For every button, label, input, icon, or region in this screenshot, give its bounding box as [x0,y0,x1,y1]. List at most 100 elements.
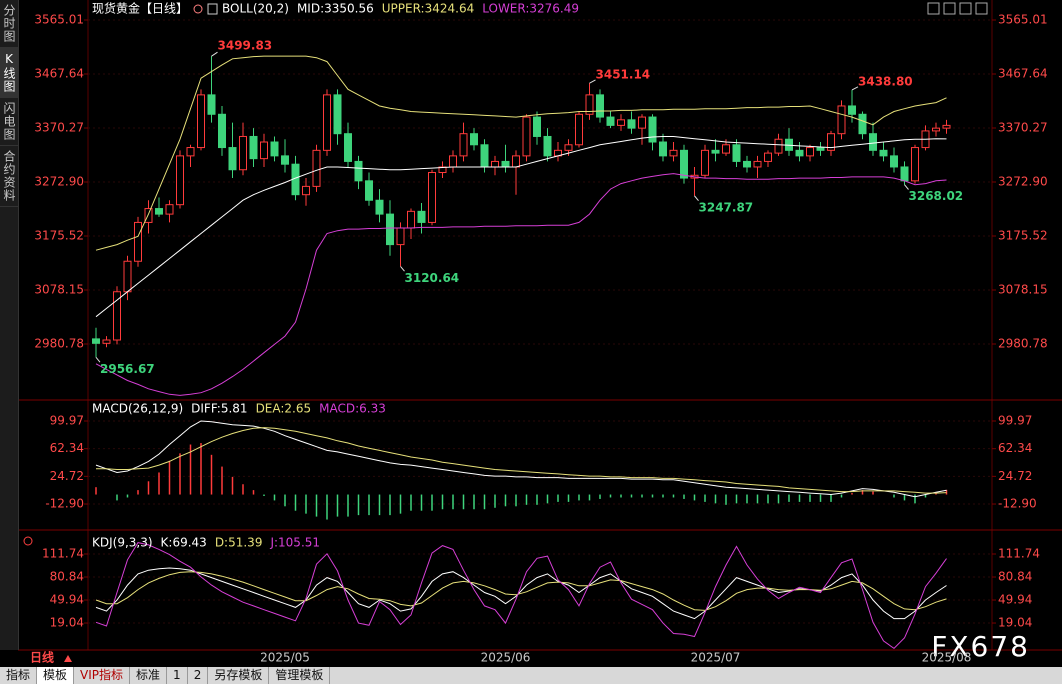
candle-body [942,124,951,129]
candle-body [186,147,195,157]
candle-body [302,185,310,196]
legend-entry: DIFF:5.81 [191,402,247,416]
sidebar-tab[interactable]: 分时图 [0,0,18,48]
indicator-name: BOLL(20,2) [222,2,289,16]
tab-bar: 指标 模板 VIP指标 标准 1 2 另存模板 管理模板 [0,667,1062,684]
candle-body [774,138,783,154]
y-tick-label: 99.97 [998,414,1032,428]
candle-body [858,113,867,135]
settings-icon[interactable] [23,536,33,546]
tab[interactable]: 1 [167,667,188,684]
candle-body [522,116,531,157]
candle-body [627,119,636,129]
tab[interactable]: 管理模板 [269,667,331,684]
series-line [95,136,947,318]
candle-body [743,160,751,168]
y-tick-label: 3370.27 [998,120,1048,134]
candle-body [449,155,457,168]
tab[interactable]: 2 [188,667,209,684]
annotation: 3268.02 [909,189,964,203]
tab[interactable]: 模板 [37,667,75,684]
y-tick-label: 62.34 [998,441,1032,455]
candle-body [827,133,835,151]
candle-body [207,94,216,115]
icon[interactable] [927,2,940,15]
candle-body [123,260,132,293]
legend-entry: J:105.51 [269,536,320,550]
background [0,0,1062,666]
y-tick-label: 3272.90 [34,174,84,188]
candle-body [365,180,373,201]
sidebar-tab[interactable]: 闪电图 [0,98,18,146]
annotation-leader [851,86,859,91]
y-tick-label: 19.04 [50,616,84,630]
candle-body [501,160,510,168]
icon[interactable] [975,2,988,15]
candle-body [575,113,583,146]
annotation: 2956.67 [100,362,155,376]
sidebar-tab[interactable]: 合约资料 [0,146,18,207]
candle-body [417,210,426,223]
period-arrow[interactable] [64,655,72,662]
indicator-icon [207,3,218,15]
icon[interactable] [959,2,972,15]
annotation-leader [95,357,101,363]
candle-body [312,149,321,187]
candles [92,56,951,358]
y-tick-label: 111.74 [998,547,1040,561]
legend-entry: K:69.43 [161,536,207,550]
candle-body [155,208,163,215]
candle-body [386,213,394,246]
sidebar-tab[interactable]: K线图 [0,48,18,98]
candle-body [638,116,646,129]
annotation: 3451.14 [596,68,651,82]
candle-body [848,105,856,115]
annotation: 3120.64 [405,271,460,285]
candle-body [543,135,552,157]
x-tick-label: 2025/06 [481,651,531,665]
candle-body [701,149,709,176]
y-tick-label: 24.72 [50,469,84,483]
legend-entry: MID:3350.56 [297,2,374,16]
period-label[interactable]: 日线 [30,650,54,665]
tab[interactable]: 标准 [130,667,168,684]
candle-body [249,135,258,160]
y-tick-label: 3565.01 [34,13,84,27]
y-tick-label: 3467.64 [34,66,84,80]
annotation: 3499.83 [218,39,273,53]
candle-body [722,144,730,154]
y-tick-label: 3175.52 [34,228,84,242]
y-tick-label: -12.90 [998,497,1037,511]
series-line [95,173,947,396]
candle-body [900,166,909,182]
y-tick-label: 49.94 [50,593,84,607]
candle-body [218,113,226,149]
toolbar-icons[interactable] [927,2,988,15]
candle-body [795,149,804,157]
candle-body [239,135,247,171]
tab[interactable]: 另存模板 [208,667,270,684]
candle-body [270,141,279,157]
series-line [95,55,947,251]
y-tick-label: 19.04 [998,616,1032,630]
title-icon [193,4,203,14]
icon[interactable] [943,2,956,15]
tab[interactable]: VIP指标 [74,667,131,684]
candle-body [648,116,657,143]
x-tick-label: 2025/07 [691,651,741,665]
y-tick-label: 3078.15 [34,282,84,296]
y-tick-label: 2980.78 [998,336,1048,350]
y-tick-label: 62.34 [50,441,84,455]
y-tick-label: 80.84 [998,570,1032,584]
candle-body [102,339,111,344]
tab[interactable]: 指标 [0,667,38,684]
candle-body [375,199,384,215]
annotation-leader [904,184,909,190]
candle-body [459,133,468,157]
panel-title: 现货黄金【日线】 [92,1,188,16]
panel-title: MACD(26,12,9) [92,402,183,416]
candle-body [92,338,100,344]
candle-body [596,94,604,118]
candle-body [680,149,688,179]
series-line [95,542,947,650]
